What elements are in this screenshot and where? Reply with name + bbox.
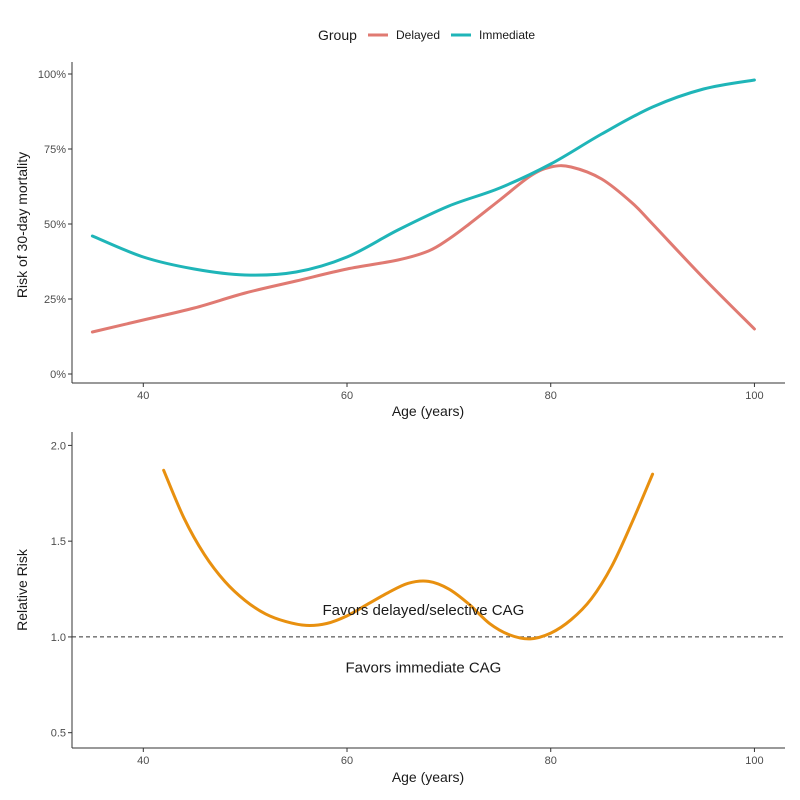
rr-y-ticks: 0.5 1.0 1.5 2.0 xyxy=(51,440,72,740)
legend-label-delayed: Delayed xyxy=(396,28,440,42)
rr-y-axis-title: Relative Risk xyxy=(14,548,30,631)
rr-x-tick-label: 80 xyxy=(545,755,557,767)
favors-immediate-annotation: Favors immediate CAG xyxy=(345,660,501,677)
risk-y-tick-label: 100% xyxy=(38,69,66,81)
risk-x-axis-title: Age (years) xyxy=(392,403,464,419)
rr-series-line-0 xyxy=(162,468,655,641)
risk-x-tick-label: 80 xyxy=(545,390,557,402)
rr-x-ticks: 40 60 80 100 xyxy=(137,748,764,767)
rr-x-tick-label: 40 xyxy=(137,755,149,767)
series-line-immediate xyxy=(90,78,756,277)
series-line-delayed xyxy=(90,164,756,334)
relative-risk-panel: 0.5 1.0 1.5 2.0 40 60 80 100 Favors delayed/se… xyxy=(14,432,785,785)
favors-delayed-annotation: Favors delayed/selective CAG xyxy=(323,602,525,619)
risk-x-tick-label: 40 xyxy=(137,390,149,402)
risk-panel: 0% 25% 50% 75% 100% 40 60 80 100 Age (years) Ri… xyxy=(14,62,785,419)
rr-y-tick-label: 2.0 xyxy=(51,440,66,452)
rr-y-tick-label: 1.0 xyxy=(51,632,66,644)
risk-x-tick-label: 60 xyxy=(341,390,353,402)
risk-series xyxy=(90,78,756,334)
risk-y-axis-title: Risk of 30-day mortality xyxy=(14,152,30,298)
rr-x-tick-label: 60 xyxy=(341,755,353,767)
risk-y-tick-label: 0% xyxy=(50,369,66,381)
legend-title: Group xyxy=(318,27,357,43)
risk-x-ticks: 40 60 80 100 xyxy=(137,383,764,402)
risk-y-tick-label: 75% xyxy=(44,144,66,156)
risk-x-tick-label: 100 xyxy=(745,390,763,402)
risk-y-ticks: 0% 25% 50% 75% 100% xyxy=(38,69,72,381)
risk-y-tick-label: 50% xyxy=(44,219,66,231)
legend: Group Delayed Immediate xyxy=(318,27,535,43)
rr-x-tick-label: 100 xyxy=(745,755,763,767)
rr-x-axis-title: Age (years) xyxy=(392,769,464,785)
rr-series xyxy=(162,468,655,641)
rr-y-tick-label: 0.5 xyxy=(51,728,66,740)
legend-label-immediate: Immediate xyxy=(479,28,535,42)
rr-y-tick-label: 1.5 xyxy=(51,536,66,548)
risk-y-tick-label: 25% xyxy=(44,294,66,306)
